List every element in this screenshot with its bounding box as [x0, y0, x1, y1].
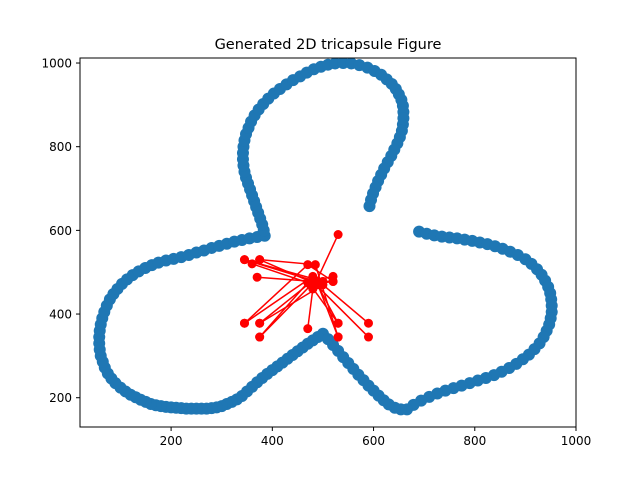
axes: 200 400 600 800 1000 200 400 600 800 1000	[41, 57, 591, 448]
red-path-point	[247, 259, 257, 269]
plot-content	[93, 58, 558, 416]
red-path-point	[252, 272, 262, 282]
red-path-point	[239, 255, 249, 265]
red-path-point	[239, 318, 249, 328]
red-path-point	[303, 324, 313, 334]
red-path-point	[363, 318, 373, 328]
red-path-point	[318, 276, 328, 286]
red-path-point	[310, 260, 320, 270]
y-tick-label: 200	[49, 391, 72, 405]
red-path-point	[255, 332, 265, 342]
y-tick-label: 800	[49, 140, 72, 154]
red-path-point	[333, 318, 343, 328]
axes-frame	[79, 57, 577, 428]
red-path-point	[328, 276, 338, 286]
plot-area	[93, 58, 558, 416]
red-path-point	[255, 318, 265, 328]
y-tick-label: 400	[49, 308, 72, 322]
x-tick-label: 1000	[561, 434, 592, 448]
red-path-point	[303, 260, 313, 270]
red-path-point	[333, 332, 343, 342]
x-tick-label: 800	[463, 434, 486, 448]
outline-point	[363, 200, 376, 213]
red-path-point	[363, 332, 373, 342]
chart-title: Generated 2D tricapsule Figure	[215, 37, 442, 53]
x-tick-label: 600	[362, 434, 385, 448]
outline-point	[322, 333, 334, 346]
red-path-point	[255, 255, 265, 265]
y-tick-label: 1000	[41, 57, 72, 71]
x-tick-label: 200	[160, 434, 183, 448]
x-tick-label: 400	[261, 434, 284, 448]
y-tick-label: 600	[49, 224, 72, 238]
red-path-point	[305, 280, 315, 290]
red-path-point	[333, 230, 343, 240]
